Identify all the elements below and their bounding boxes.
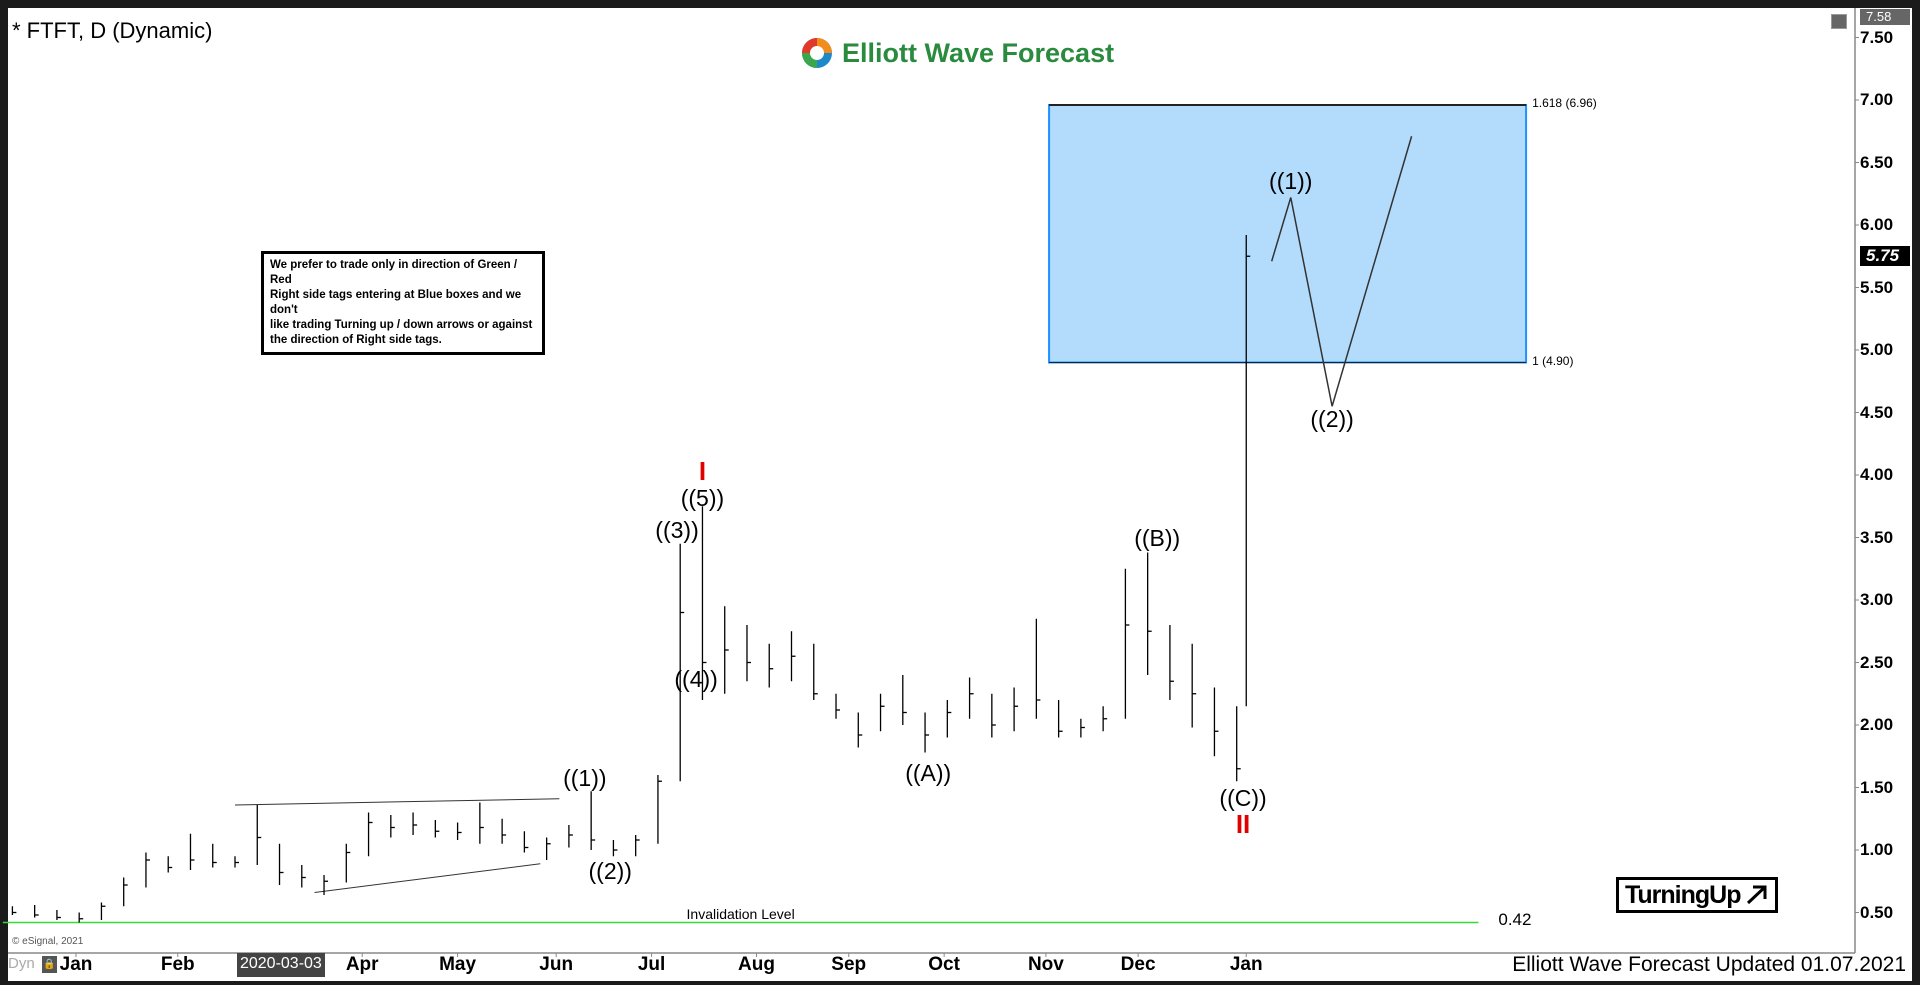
- logo-text: Elliott Wave Forecast: [842, 37, 1115, 68]
- price-tick-label: 3.00: [1860, 590, 1894, 609]
- fib-label-1618: 1.618 (6.96): [1532, 96, 1597, 110]
- date-tick-label: 2020-03-03: [236, 953, 325, 977]
- wave-label: ((A)): [905, 759, 952, 786]
- price-tick-label: 3.50: [1860, 527, 1894, 547]
- turning-up-tag: TurningUp: [1616, 877, 1778, 913]
- triangle-trendline: [314, 863, 541, 893]
- current-price-tag: 5.75: [1860, 246, 1910, 267]
- date-tick-label: Jun: [539, 954, 574, 975]
- wave-label: ((5)): [680, 484, 725, 511]
- note-line: the direction of Right side tags.: [270, 334, 442, 346]
- price-tick-label: 1.50: [1860, 777, 1894, 797]
- wave-label: ((4)): [674, 665, 718, 692]
- date-tick-label: Aug: [738, 954, 775, 975]
- wave-label: ((1)): [563, 764, 607, 791]
- dynamic-toggle[interactable]: Dyn: [8, 955, 35, 972]
- price-tick-label: 7.00: [1860, 90, 1894, 109]
- wave-label: II: [1235, 808, 1251, 839]
- date-tick-label: Feb: [160, 954, 195, 975]
- date-tick-label: Jan: [1229, 954, 1263, 975]
- wave-label: ((B)): [1134, 524, 1181, 551]
- date-tick-label: Sep: [831, 954, 867, 975]
- fib-label-1: 1 (4.90): [1532, 353, 1574, 368]
- wave-label: ((C)): [1219, 784, 1267, 811]
- invalidation-label: Invalidation Level: [686, 905, 795, 922]
- restore-window-icon[interactable]: [1831, 14, 1847, 29]
- turning-up-label: TurningUp: [1625, 880, 1741, 909]
- price-tick-label: 7.50: [1860, 27, 1894, 47]
- price-tick-label: 2.50: [1860, 652, 1894, 672]
- price-tick-label: 5.50: [1860, 277, 1894, 297]
- note-line: Right side tags entering at Blue boxes a…: [270, 289, 522, 316]
- note-line: We prefer to trade only in direction of …: [270, 259, 518, 286]
- triangle-trendline: [234, 798, 560, 806]
- price-tick-label: 0.50: [1860, 902, 1894, 922]
- date-tick-label: Nov: [1027, 954, 1064, 975]
- chart-window: [8, 8, 1912, 981]
- date-tick-label: Apr: [345, 954, 379, 975]
- price-tick-label: 6.00: [1860, 215, 1894, 234]
- updated-note: Elliott Wave Forecast Updated 01.07.2021: [1512, 953, 1906, 976]
- copyright: © eSignal, 2021: [12, 936, 84, 947]
- wave-label: ((3)): [655, 517, 699, 543]
- wave-label: ((1)): [1269, 168, 1313, 195]
- date-tick-label: Jan: [59, 954, 93, 975]
- chart-title: * FTFT, D (Dynamic): [12, 18, 213, 43]
- wave-label: ((2)): [1310, 405, 1354, 432]
- price-tick-label: 5.00: [1860, 340, 1894, 359]
- date-tick-label: Oct: [928, 954, 960, 975]
- note-line: like trading Turning up / down arrows or…: [270, 319, 533, 331]
- date-tick-label: May: [439, 954, 477, 975]
- date-tick-label: Jul: [637, 954, 666, 975]
- lock-icon[interactable]: 🔒: [42, 956, 57, 973]
- logo-icon: [802, 38, 832, 68]
- max-price-tag: 7.58: [1860, 9, 1910, 25]
- price-tick-label: 6.50: [1860, 152, 1894, 172]
- projection-path: [1270, 136, 1413, 407]
- price-tick-label: 4.00: [1860, 465, 1894, 484]
- price-tick-label: 1.00: [1860, 840, 1894, 859]
- invalidation-value: 0.42: [1498, 909, 1532, 929]
- arrow-up-right-icon: [1746, 885, 1766, 905]
- price-tick-label: 2.00: [1860, 715, 1894, 734]
- trading-note-box: We prefer to trade only in direction of …: [261, 251, 545, 355]
- target-blue-box: [1048, 104, 1528, 364]
- date-tick-label: Dec: [1120, 954, 1156, 975]
- price-tick-label: 4.50: [1860, 402, 1894, 422]
- wave-label: ((2)): [588, 858, 632, 885]
- logo: Elliott Wave Forecast: [800, 36, 1114, 70]
- wave-label: I: [698, 456, 707, 487]
